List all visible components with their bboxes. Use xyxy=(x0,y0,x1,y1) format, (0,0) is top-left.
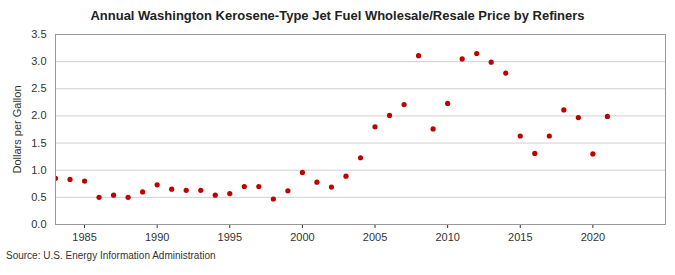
svg-text:2020: 2020 xyxy=(581,231,605,243)
svg-text:0.5: 0.5 xyxy=(31,191,46,203)
html-text:Annual Washington Kerosene-Typ: Annual Washington Kerosene-Type Jet Fuel… xyxy=(90,8,585,23)
svg-text:Dollars per Gallon: Dollars per Gallon xyxy=(11,85,23,173)
svg-text:1.0: 1.0 xyxy=(31,164,46,176)
svg-text:2010: 2010 xyxy=(435,231,459,243)
svg-text:0.0: 0.0 xyxy=(31,218,46,230)
svg-text:3.5: 3.5 xyxy=(31,28,46,40)
svg-text:2005: 2005 xyxy=(363,231,387,243)
svg-text:1985: 1985 xyxy=(72,231,96,243)
svg-text:2000: 2000 xyxy=(290,231,314,243)
html-text:Source: U.S. Energy Informatio: Source: U.S. Energy Information Administ… xyxy=(6,250,216,261)
svg-text:1990: 1990 xyxy=(145,231,169,243)
svg-text:2015: 2015 xyxy=(508,231,532,243)
svg-text:2.5: 2.5 xyxy=(31,82,46,94)
svg-text:1995: 1995 xyxy=(218,231,242,243)
svg-text:2.0: 2.0 xyxy=(31,109,46,121)
svg-text:3.0: 3.0 xyxy=(31,55,46,67)
svg-text:1.5: 1.5 xyxy=(31,137,46,149)
